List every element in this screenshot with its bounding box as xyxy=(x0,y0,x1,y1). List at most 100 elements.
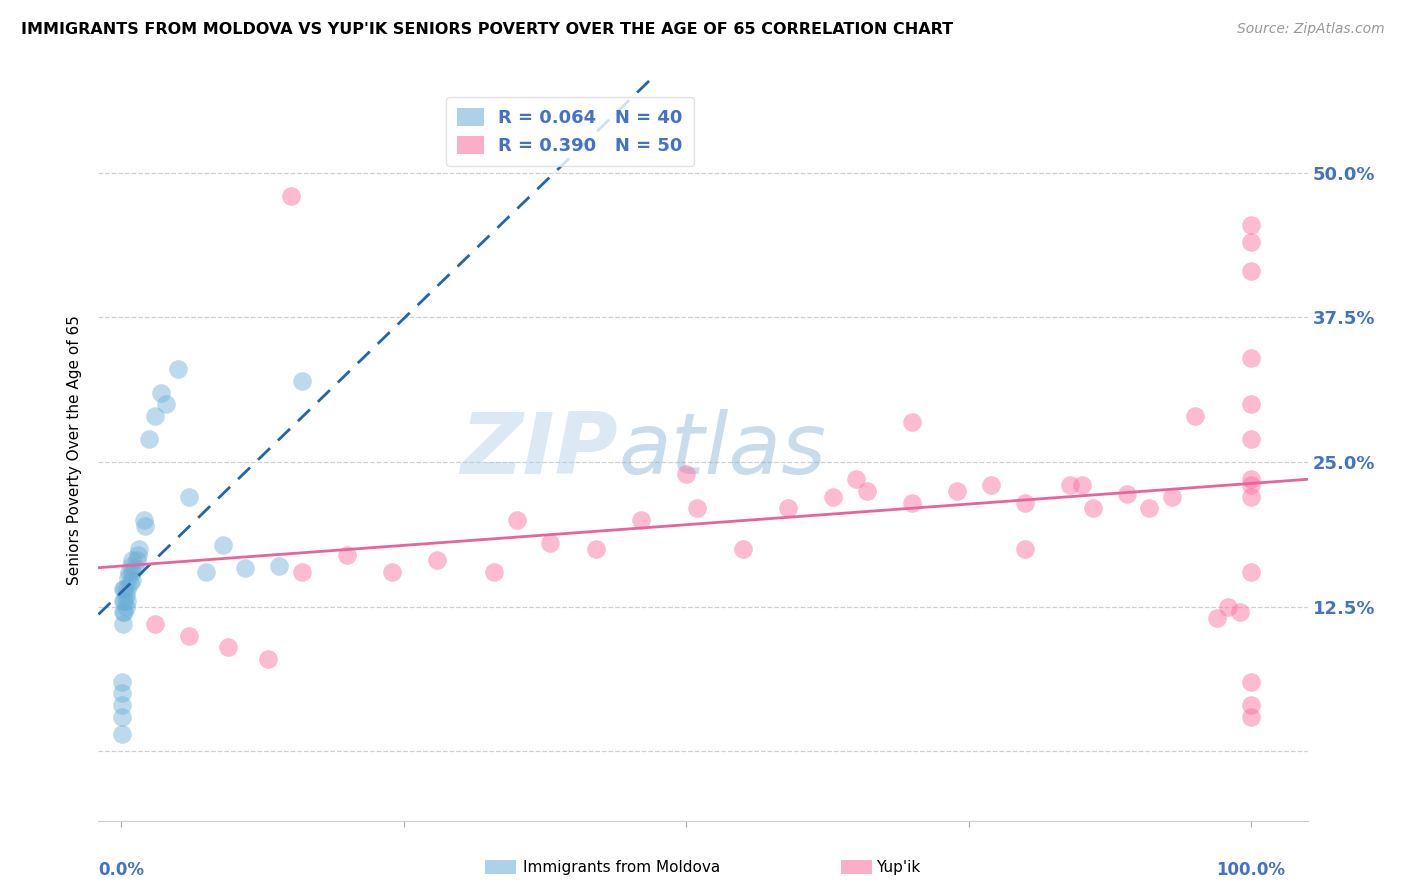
Point xyxy=(1014,495,1036,509)
Point xyxy=(426,553,449,567)
Point xyxy=(1240,698,1263,712)
Point xyxy=(1240,674,1263,689)
Point xyxy=(177,490,200,504)
Point xyxy=(132,513,155,527)
Point xyxy=(114,599,136,614)
Point xyxy=(901,415,924,429)
Text: Immigrants from Moldova: Immigrants from Moldova xyxy=(523,860,720,874)
Point xyxy=(138,432,160,446)
Point xyxy=(1115,487,1137,501)
Point xyxy=(1229,606,1251,620)
Point xyxy=(115,594,138,608)
Point xyxy=(269,559,291,574)
Point xyxy=(111,686,134,700)
Point xyxy=(114,588,136,602)
Point xyxy=(211,538,233,552)
Point xyxy=(675,467,697,481)
Point xyxy=(1161,490,1184,504)
Point xyxy=(1014,541,1036,556)
Point xyxy=(143,617,166,632)
Point xyxy=(124,561,146,575)
Point xyxy=(946,483,969,498)
Point xyxy=(1070,478,1092,492)
Point xyxy=(155,397,177,411)
Point xyxy=(143,409,166,423)
Point xyxy=(120,576,142,591)
Point xyxy=(111,709,134,723)
Text: Yup'ik: Yup'ik xyxy=(876,860,920,874)
Point xyxy=(1081,501,1104,516)
Point xyxy=(120,559,142,574)
Point xyxy=(731,541,754,556)
Y-axis label: Seniors Poverty Over the Age of 65: Seniors Poverty Over the Age of 65 xyxy=(67,316,83,585)
Point xyxy=(112,606,135,620)
Point xyxy=(1240,351,1263,365)
Point xyxy=(1240,218,1263,232)
Point xyxy=(538,536,561,550)
Point xyxy=(121,573,143,587)
Point xyxy=(1059,478,1081,492)
Point xyxy=(585,541,607,556)
Point xyxy=(1137,501,1160,516)
Point xyxy=(111,674,134,689)
Point xyxy=(821,490,844,504)
Point xyxy=(845,472,868,486)
Point xyxy=(166,362,188,376)
Point xyxy=(381,565,404,579)
Point xyxy=(121,553,143,567)
Point xyxy=(291,565,314,579)
Point xyxy=(112,582,135,597)
Point xyxy=(194,565,217,579)
Point xyxy=(112,594,135,608)
Text: 0.0%: 0.0% xyxy=(98,861,143,880)
Point xyxy=(1184,409,1206,423)
Point xyxy=(1240,472,1263,486)
Point xyxy=(1240,397,1263,411)
Text: atlas: atlas xyxy=(619,409,827,492)
Point xyxy=(336,548,359,562)
Point xyxy=(776,501,799,516)
Point xyxy=(257,651,280,665)
Point xyxy=(1206,611,1229,625)
Point xyxy=(630,513,652,527)
Point xyxy=(111,698,134,712)
Point xyxy=(111,727,134,741)
Point xyxy=(115,582,138,597)
Point xyxy=(280,189,302,203)
Point xyxy=(127,548,149,562)
Point xyxy=(686,501,709,516)
Point xyxy=(901,495,924,509)
Point xyxy=(112,617,135,632)
Legend: R = 0.064   N = 40, R = 0.390   N = 50: R = 0.064 N = 40, R = 0.390 N = 50 xyxy=(446,96,693,166)
Point xyxy=(482,565,505,579)
Point xyxy=(1218,599,1240,614)
Point xyxy=(177,628,200,642)
Point xyxy=(134,518,156,533)
Point xyxy=(112,606,135,620)
Point xyxy=(112,582,135,597)
Point xyxy=(980,478,1002,492)
Point xyxy=(291,374,314,388)
Point xyxy=(233,561,256,575)
Point xyxy=(149,385,172,400)
Text: Source: ZipAtlas.com: Source: ZipAtlas.com xyxy=(1237,22,1385,37)
Point xyxy=(121,565,143,579)
Point xyxy=(1240,432,1263,446)
Point xyxy=(1240,235,1263,250)
Point xyxy=(128,541,150,556)
Point xyxy=(1240,709,1263,723)
Point xyxy=(125,553,148,567)
Point xyxy=(217,640,239,654)
Point xyxy=(856,483,879,498)
Point xyxy=(112,594,135,608)
Text: 100.0%: 100.0% xyxy=(1216,861,1285,880)
Point xyxy=(1240,478,1263,492)
Point xyxy=(1240,490,1263,504)
Point xyxy=(505,513,527,527)
Text: ZIP: ZIP xyxy=(461,409,619,492)
Point xyxy=(117,571,139,585)
Point xyxy=(1240,264,1263,278)
Point xyxy=(1240,565,1263,579)
Text: IMMIGRANTS FROM MOLDOVA VS YUP'IK SENIORS POVERTY OVER THE AGE OF 65 CORRELATION: IMMIGRANTS FROM MOLDOVA VS YUP'IK SENIOR… xyxy=(21,22,953,37)
Point xyxy=(118,565,141,579)
